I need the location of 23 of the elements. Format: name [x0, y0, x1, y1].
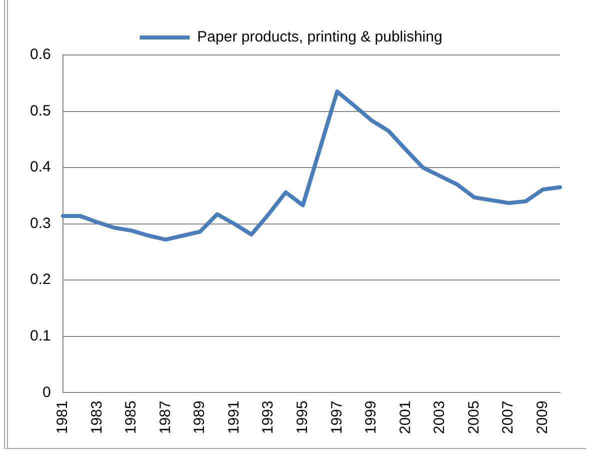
x-tick-label: 2001	[396, 400, 414, 434]
y-tick-label: 0.6	[30, 46, 51, 64]
y-tick-label: 0.1	[30, 328, 51, 344]
x-tick-label: 1997	[328, 400, 346, 434]
legend-label: Paper products, printing & publishing	[197, 28, 442, 46]
x-tick-label: 2003	[431, 400, 448, 434]
x-tick-label: 1995	[294, 400, 311, 434]
x-tick-label: 1985	[122, 400, 140, 434]
x-tick-label: 1987	[156, 400, 174, 434]
x-tick-label: 1991	[225, 400, 242, 434]
x-tick-label: 2009	[534, 400, 551, 434]
y-tick-label: 0	[42, 384, 51, 401]
x-tick-label: 2005	[465, 400, 482, 434]
x-tick-label: 1999	[362, 400, 380, 434]
x-tick-label: 1981	[54, 400, 71, 434]
x-tick-label: 1993	[260, 400, 277, 434]
y-tick-label: 0.2	[30, 271, 51, 288]
y-tick-label: 0.5	[30, 102, 51, 120]
x-tick-label: 1989	[191, 400, 208, 434]
x-tick-label: 2007	[500, 400, 517, 434]
y-tick-label: 0.3	[30, 214, 51, 232]
x-tick-label: 1983	[88, 400, 106, 434]
y-tick-label: 0.4	[30, 158, 51, 176]
